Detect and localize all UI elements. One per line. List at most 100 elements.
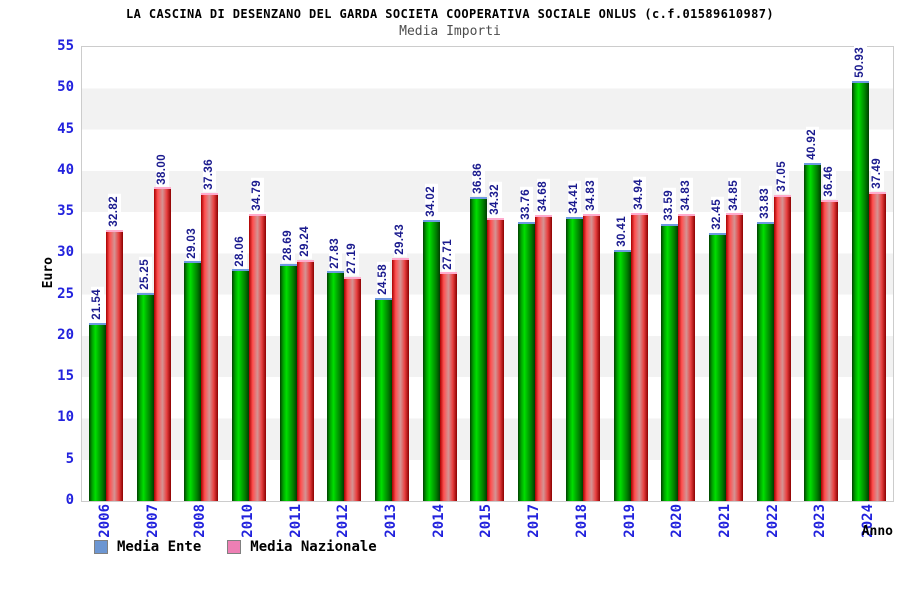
media-nazionale-value-label: 34.83 xyxy=(584,177,598,213)
bar-group-2007: 25.25 38.00 xyxy=(130,47,178,501)
media-ente-value-label: 27.83 xyxy=(329,235,343,271)
media-nazionale-bar[interactable] xyxy=(392,258,410,501)
y-tick-label: 0 xyxy=(65,492,74,508)
media-ente-column-2018: 34.41 xyxy=(565,181,583,501)
x-tick-cell-2012: 2012 xyxy=(320,504,368,538)
media-ente-bar[interactable] xyxy=(136,292,154,501)
media-ente-bar[interactable] xyxy=(518,222,536,501)
media-nazionale-value-label: 27.71 xyxy=(441,236,455,272)
media-ente-bar[interactable] xyxy=(184,261,202,501)
media-nazionale-bar[interactable] xyxy=(248,213,266,501)
legend-item-media-ente[interactable]: Media Ente xyxy=(94,539,201,555)
x-tick-label: 2013 xyxy=(383,504,400,538)
bar-group-2013: 24.58 29.43 xyxy=(368,47,416,501)
media-nazionale-bar[interactable] xyxy=(630,212,648,501)
bar-group-2010: 28.06 34.79 xyxy=(225,47,273,501)
bar-group-2006: 21.54 32.82 xyxy=(82,47,130,501)
media-nazionale-column-2023: 36.46 xyxy=(821,164,839,501)
media-ente-bar[interactable] xyxy=(852,80,870,501)
media-ente-column-2022: 33.83 xyxy=(756,185,774,501)
x-tick-cell-2008: 2008 xyxy=(176,504,224,538)
media-ente-bar[interactable] xyxy=(613,249,631,501)
media-nazionale-column-2018: 34.83 xyxy=(582,177,600,501)
legend-item-media-nazionale[interactable]: Media Nazionale xyxy=(227,539,377,555)
media-ente-value-label: 33.83 xyxy=(758,185,772,221)
bar-group-2011: 28.69 29.24 xyxy=(273,47,321,501)
media-nazionale-bar[interactable] xyxy=(725,213,743,501)
media-nazionale-value-label: 38.00 xyxy=(155,151,169,187)
bar-group-2012: 27.83 27.19 xyxy=(321,47,369,501)
media-nazionale-bar[interactable] xyxy=(344,276,362,501)
media-nazionale-bar[interactable] xyxy=(869,191,887,501)
media-nazionale-value-label: 37.36 xyxy=(203,156,217,192)
x-tick-cell-2022: 2022 xyxy=(749,504,797,538)
media-nazionale-value-label: 37.05 xyxy=(775,159,789,195)
bar-group-2008: 29.03 37.36 xyxy=(177,47,225,501)
y-tick-label: 35 xyxy=(57,203,74,220)
media-ente-column-2007: 25.25 xyxy=(136,256,154,501)
y-tick-label: 40 xyxy=(57,161,74,178)
media-ente-bar[interactable] xyxy=(565,216,583,501)
media-nazionale-column-2014: 27.71 xyxy=(439,236,457,501)
y-tick-label: 20 xyxy=(57,326,74,343)
media-ente-value-label: 33.59 xyxy=(663,187,677,223)
media-nazionale-value-label: 34.94 xyxy=(632,176,646,212)
chart-subtitle: Media Importi xyxy=(399,24,501,39)
media-ente-bar[interactable] xyxy=(375,298,393,501)
x-tick-cell-2006: 2006 xyxy=(81,504,129,538)
media-nazionale-bar[interactable] xyxy=(105,230,123,501)
media-ente-bar[interactable] xyxy=(708,233,726,501)
media-nazionale-bar[interactable] xyxy=(201,192,219,501)
media-nazionale-value-label: 34.79 xyxy=(250,178,264,213)
media-nazionale-bar[interactable] xyxy=(439,272,457,501)
x-tick-label: 2023 xyxy=(812,504,829,538)
x-tick-label: 2008 xyxy=(192,504,209,538)
legend: Media Ente Media Nazionale xyxy=(94,539,377,555)
media-ente-bar[interactable] xyxy=(470,196,488,501)
x-tick-cell-2018: 2018 xyxy=(558,504,606,538)
media-ente-bar[interactable] xyxy=(88,323,106,501)
media-nazionale-bar[interactable] xyxy=(153,187,171,501)
media-nazionale-column-2010: 34.79 xyxy=(248,178,266,501)
media-nazionale-bar[interactable] xyxy=(678,213,696,501)
y-tick-label: 30 xyxy=(57,244,74,261)
x-tick-label: 2020 xyxy=(669,504,686,538)
media-nazionale-bar[interactable] xyxy=(582,213,600,501)
media-nazionale-column-2006: 32.82 xyxy=(105,194,123,501)
media-nazionale-column-2012: 27.19 xyxy=(344,240,362,501)
media-nazionale-bar[interactable] xyxy=(487,217,505,501)
media-nazionale-bar[interactable] xyxy=(773,195,791,501)
media-nazionale-column-2022: 37.05 xyxy=(773,159,791,501)
media-ente-column-2023: 40.92 xyxy=(804,127,822,501)
media-ente-column-2006: 21.54 xyxy=(88,287,106,501)
media-nazionale-bar[interactable] xyxy=(296,259,314,501)
media-ente-bar[interactable] xyxy=(756,221,774,501)
media-ente-value-label: 25.25 xyxy=(138,256,152,292)
media-ente-column-2019: 30.41 xyxy=(613,214,631,501)
media-ente-column-2008: 29.03 xyxy=(184,225,202,501)
media-ente-column-2024: 50.93 xyxy=(852,44,870,501)
media-ente-column-2017: 33.76 xyxy=(518,186,536,501)
media-nazionale-bar[interactable] xyxy=(535,214,553,501)
y-tick-label: 55 xyxy=(57,38,74,54)
media-ente-value-label: 30.41 xyxy=(615,214,629,249)
x-tick-label: 2015 xyxy=(478,504,495,538)
media-ente-value-label: 28.06 xyxy=(233,233,247,269)
media-ente-value-label: 24.58 xyxy=(377,262,391,298)
chart-title: LA CASCINA DI DESENZANO DEL GARDA SOCIET… xyxy=(125,7,775,21)
media-nazionale-swatch-icon xyxy=(227,540,242,554)
media-ente-column-2011: 28.69 xyxy=(279,228,297,501)
media-ente-bar[interactable] xyxy=(327,271,345,501)
media-ente-bar[interactable] xyxy=(422,220,440,501)
media-ente-column-2015: 36.86 xyxy=(470,160,488,501)
x-tick-label: 2019 xyxy=(621,504,638,538)
media-nazionale-bar[interactable] xyxy=(821,200,839,501)
x-axis-title: Anno xyxy=(861,524,893,539)
media-ente-bar[interactable] xyxy=(231,269,249,501)
media-nazionale-column-2013: 29.43 xyxy=(392,222,410,501)
media-ente-bar[interactable] xyxy=(279,264,297,501)
media-nazionale-value-label: 34.68 xyxy=(537,178,551,214)
media-ente-bar[interactable] xyxy=(661,223,679,501)
media-ente-bar[interactable] xyxy=(804,163,822,501)
bar-group-2022: 33.83 37.05 xyxy=(750,47,798,501)
